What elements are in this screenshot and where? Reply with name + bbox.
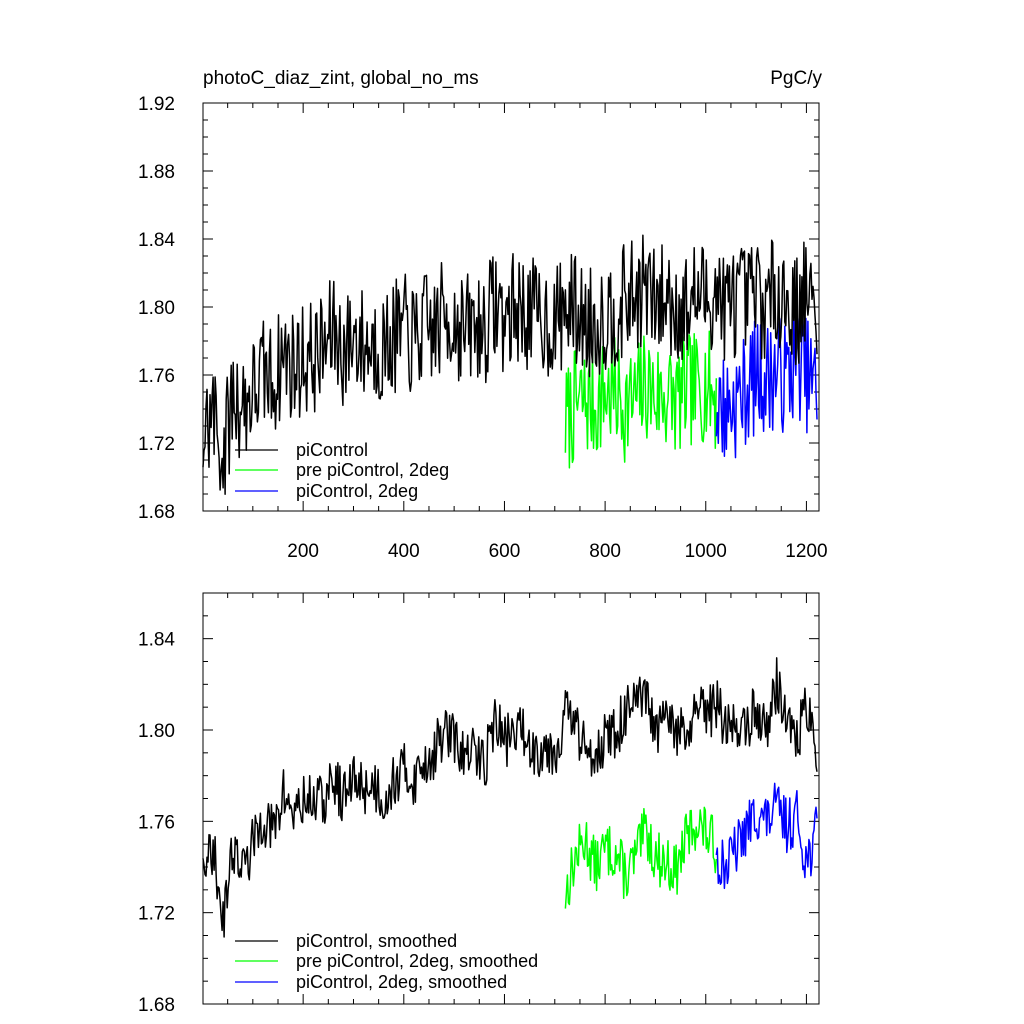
legend-label-picontrol-smoothed: piControl, smoothed — [296, 931, 457, 951]
series-line-picontrol-smoothed — [202, 657, 818, 938]
y-tick-label: 1.88 — [138, 162, 175, 183]
y-tick-label: 1.80 — [138, 298, 175, 319]
series-line-picontrol — [202, 234, 818, 495]
legend-label-pre-picontrol-2deg: pre piControl, 2deg — [296, 460, 449, 480]
x-tick-label: 600 — [489, 541, 521, 562]
x-tick-label: 200 — [287, 541, 319, 562]
x-tick-label: 400 — [388, 541, 420, 562]
y-tick-label: 1.80 — [138, 721, 175, 742]
y-tick-label: 1.72 — [138, 904, 175, 925]
data-series — [202, 657, 818, 938]
y-tick-labels: 1.68 1.72 1.76 1.80 1.84 — [138, 630, 175, 1016]
legend-label-picontrol: piControl — [296, 440, 368, 460]
plot-frame — [202, 592, 820, 1005]
x-tick-label: 1200 — [785, 541, 827, 562]
data-series — [202, 234, 818, 495]
y-tick-label: 1.68 — [138, 502, 175, 523]
y-tick-label: 1.84 — [138, 630, 175, 651]
y-tick-label: 1.92 — [138, 94, 175, 115]
series-line-pre-picontrol-2deg-smoothed — [564, 806, 718, 909]
series-line-picontrol-2deg-smoothed — [715, 782, 818, 890]
top-chart-panel: photoC_diaz_zint, global_no_ms PgC/y 1.6… — [138, 68, 828, 562]
legend-label-picontrol-2deg: piControl, 2deg — [296, 481, 418, 501]
y-tick-labels: 1.68 1.72 1.76 1.80 1.84 1.88 1.92 — [138, 94, 175, 523]
y-tick-label: 1.68 — [138, 995, 175, 1016]
plot-frame — [202, 102, 820, 512]
legend: piControl pre piControl, 2deg piControl,… — [235, 440, 449, 501]
legend-label-picontrol-2deg-smoothed: piControl, 2deg, smoothed — [296, 972, 507, 992]
y-tick-label: 1.84 — [138, 230, 175, 251]
units-label: PgC/y — [770, 68, 822, 89]
y-tick-label: 1.72 — [138, 434, 175, 455]
legend: piControl, smoothed pre piControl, 2deg,… — [235, 931, 538, 992]
x-tick-labels: 200 400 600 800 1000 1200 — [287, 541, 827, 562]
y-tick-label: 1.76 — [138, 366, 175, 387]
series-line-picontrol-2deg — [715, 314, 818, 459]
chart-title: photoC_diaz_zint, global_no_ms — [203, 68, 479, 89]
legend-label-pre-picontrol-2deg-smoothed: pre piControl, 2deg, smoothed — [296, 951, 538, 971]
x-tick-label: 800 — [589, 541, 621, 562]
bottom-chart-panel: 1.68 1.72 1.76 1.80 1.84 piControl, smoothed… — [138, 592, 820, 1016]
x-tick-label: 1000 — [685, 541, 727, 562]
series-line-pre-picontrol-2deg — [564, 330, 718, 469]
y-tick-label: 1.76 — [138, 812, 175, 833]
